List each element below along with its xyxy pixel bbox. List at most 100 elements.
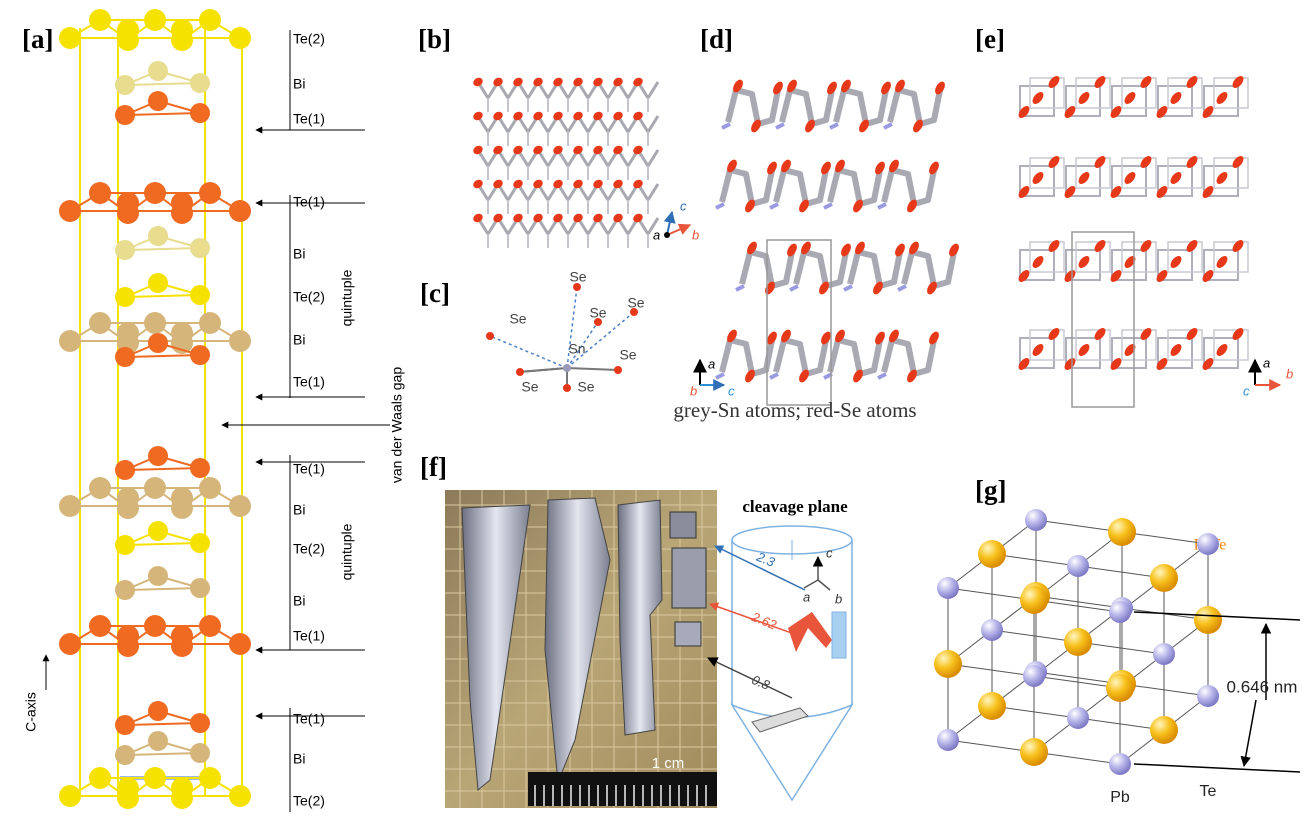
atom <box>1067 555 1089 577</box>
atom <box>937 577 959 599</box>
atom <box>190 578 210 598</box>
atom <box>190 285 210 305</box>
bond <box>878 374 886 378</box>
atom <box>1030 254 1045 270</box>
bond <box>884 124 892 128</box>
atom <box>115 745 135 765</box>
panel-label: [f] <box>420 452 447 482</box>
atom <box>144 477 166 499</box>
bond <box>796 252 846 286</box>
atom <box>873 160 887 176</box>
atom <box>171 19 193 41</box>
atom <box>199 477 221 499</box>
atom <box>115 715 135 735</box>
atom <box>472 110 485 122</box>
axis <box>804 580 818 588</box>
atom <box>190 238 210 258</box>
atom <box>1122 254 1137 270</box>
bond <box>850 252 900 286</box>
atom <box>563 364 571 372</box>
bond <box>728 90 778 124</box>
bond <box>716 374 724 378</box>
bond <box>824 204 832 208</box>
dimension-line <box>1134 764 1300 772</box>
axis-label: b <box>692 227 699 242</box>
bond <box>125 83 200 85</box>
atom <box>144 182 166 204</box>
atom <box>1025 509 1047 531</box>
atom <box>765 160 779 176</box>
atom <box>171 322 193 344</box>
atom <box>927 160 941 176</box>
atom <box>229 27 251 49</box>
layer-label: Bi <box>293 502 305 518</box>
layer-label: Te(1) <box>293 111 325 127</box>
atom <box>552 212 565 224</box>
panel-label: [g] <box>975 475 1006 505</box>
bond <box>776 170 826 204</box>
atom <box>117 777 139 799</box>
atom <box>148 731 168 751</box>
panel-label: [a] <box>22 24 53 54</box>
atom <box>1122 90 1137 106</box>
bond <box>125 468 200 470</box>
atom <box>978 692 1006 720</box>
atom <box>115 347 135 367</box>
atom <box>1109 601 1131 623</box>
atom <box>492 76 505 88</box>
atom <box>612 178 625 190</box>
atom <box>144 312 166 334</box>
atom <box>572 178 585 190</box>
atom <box>1109 753 1131 775</box>
atom <box>1214 254 1229 270</box>
crystal <box>670 512 696 538</box>
atom <box>572 212 585 224</box>
atom <box>115 105 135 125</box>
atom <box>563 384 571 392</box>
atom <box>512 178 525 190</box>
layer-label: Te(2) <box>293 541 325 557</box>
atom <box>115 75 135 95</box>
axis-label: C-axis <box>23 692 39 732</box>
atom <box>89 477 111 499</box>
atom <box>148 61 168 81</box>
atom <box>592 144 605 156</box>
atom <box>512 212 525 224</box>
bond <box>830 170 880 204</box>
atom <box>89 312 111 334</box>
crystal <box>672 548 706 608</box>
layer-label: Te(1) <box>293 711 325 727</box>
bond <box>648 150 658 166</box>
atom <box>117 625 139 647</box>
bond <box>782 90 832 124</box>
atom <box>148 701 168 721</box>
bond <box>776 124 784 128</box>
atom <box>771 80 785 96</box>
atom <box>115 460 135 480</box>
panel-label: [b] <box>418 24 451 54</box>
atom <box>927 330 941 346</box>
bond <box>844 286 852 290</box>
atom <box>144 9 166 31</box>
atom <box>819 160 833 176</box>
arrow <box>708 658 792 698</box>
atom <box>190 533 210 553</box>
atom <box>516 368 524 376</box>
atom <box>89 615 111 637</box>
atom <box>552 178 565 190</box>
atom <box>486 332 494 340</box>
bond <box>790 286 798 290</box>
cleavage-crystal <box>752 708 808 732</box>
axis <box>818 580 830 590</box>
gap-label: van der Waals gap <box>389 367 405 483</box>
layer-label: Te(1) <box>293 628 325 644</box>
atom <box>1168 342 1183 358</box>
atom <box>873 330 887 346</box>
atom <box>171 487 193 509</box>
bond <box>776 340 826 374</box>
atom <box>59 495 81 517</box>
bond <box>722 124 730 128</box>
atom <box>532 212 545 224</box>
atom <box>879 80 893 96</box>
atom <box>614 366 622 374</box>
